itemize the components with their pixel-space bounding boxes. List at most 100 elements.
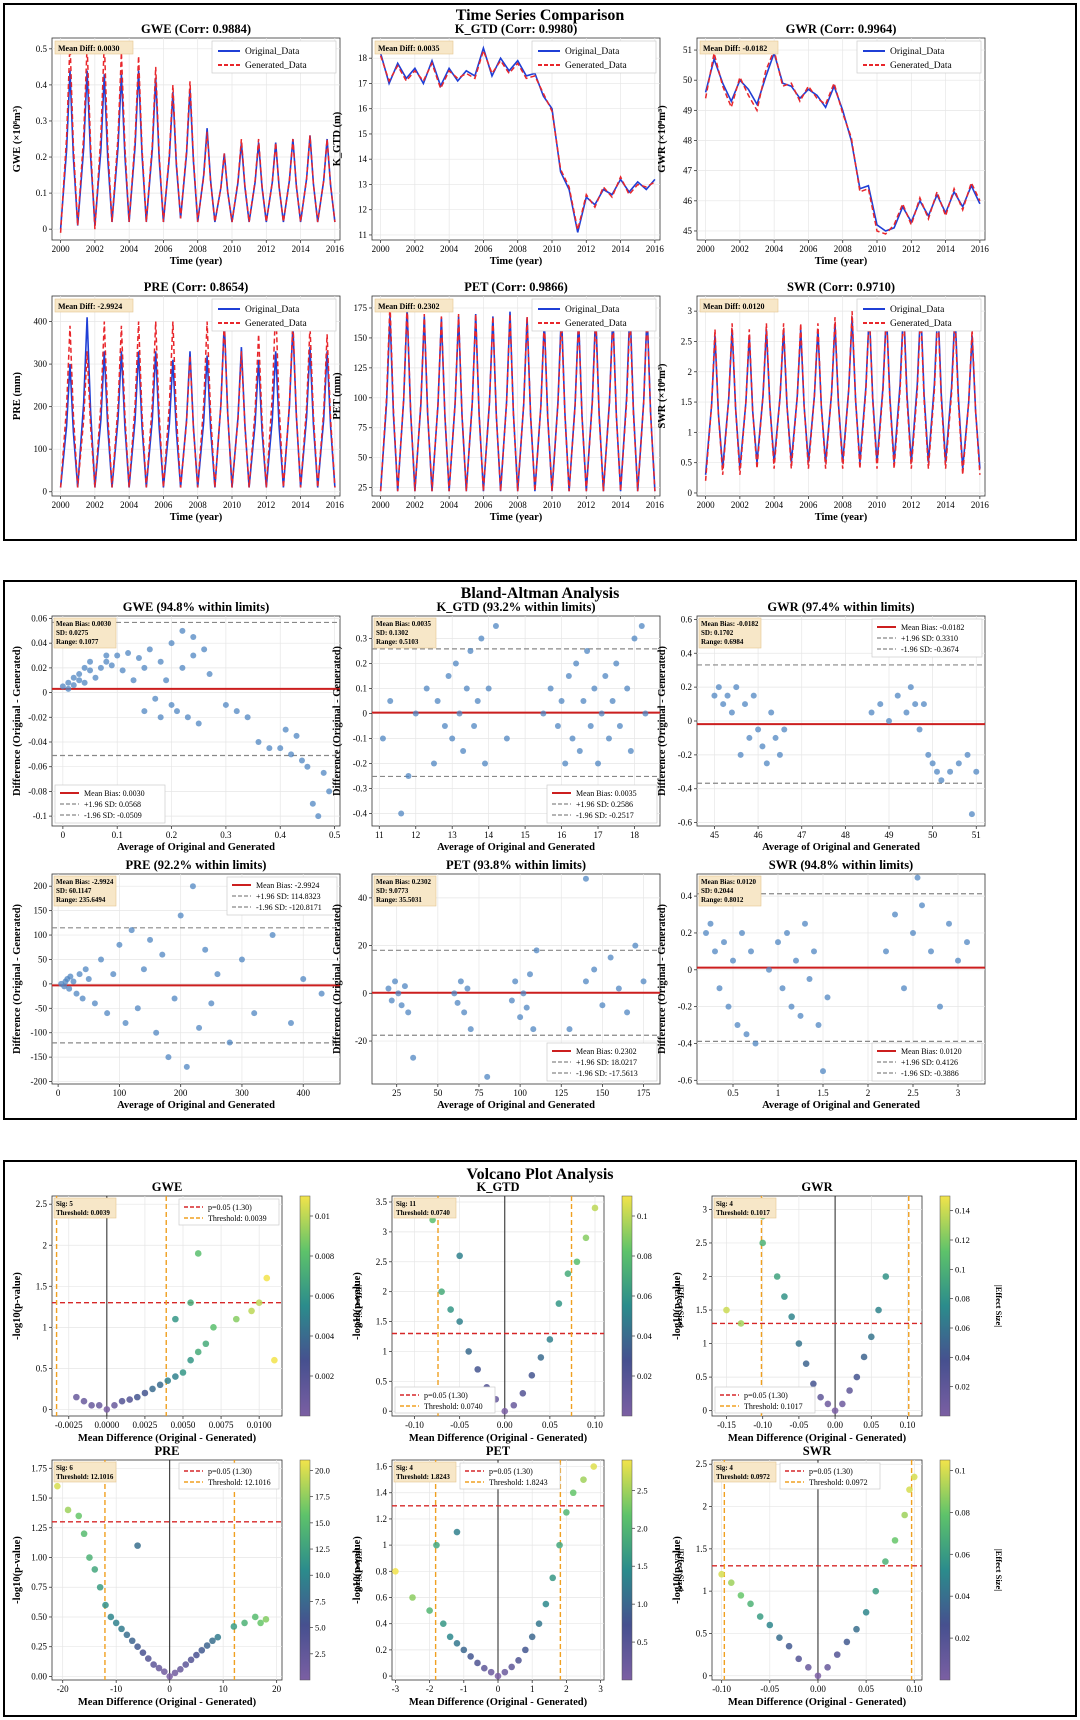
x-tick-label: 2008 bbox=[509, 244, 528, 254]
x-tick-label: -20 bbox=[57, 1684, 69, 1694]
data-point bbox=[196, 1024, 203, 1031]
data-point bbox=[613, 660, 620, 667]
data-point bbox=[464, 985, 471, 992]
data-point bbox=[824, 1400, 832, 1408]
annotation-text: Mean Diff: 0.0030 bbox=[58, 44, 120, 53]
colorbar-tick-label: 0.12 bbox=[955, 1235, 970, 1245]
data-point bbox=[802, 1360, 810, 1367]
data-point bbox=[598, 710, 605, 717]
x-tick-label: 0.10 bbox=[906, 1684, 922, 1694]
data-point bbox=[157, 714, 164, 721]
data-point bbox=[434, 698, 441, 704]
data-point bbox=[104, 1010, 111, 1017]
y-tick-label: -0.4 bbox=[353, 809, 368, 819]
chart-title: SWR (94.8% within limits) bbox=[769, 858, 913, 872]
data-point bbox=[573, 660, 580, 667]
y-tick-label: -0.08 bbox=[28, 786, 47, 796]
x-tick-label: 10 bbox=[219, 1684, 229, 1694]
data-point bbox=[81, 679, 88, 686]
y-tick-label: 18 bbox=[358, 53, 368, 63]
stats-text: Range: 0.5103 bbox=[376, 638, 419, 646]
data-point bbox=[766, 1621, 774, 1629]
data-point bbox=[269, 932, 276, 939]
data-point bbox=[88, 1402, 95, 1409]
y-tick-label: 20 bbox=[358, 941, 368, 951]
y-tick-label: 50 bbox=[38, 954, 48, 964]
plot-marks bbox=[392, 1460, 604, 1680]
plot-marks bbox=[52, 1460, 282, 1680]
data-point bbox=[846, 1387, 853, 1394]
x-tick-label: 2000 bbox=[52, 244, 71, 254]
plot-marks bbox=[52, 883, 340, 1070]
legend-label: -1.96 SD: -0.0509 bbox=[84, 811, 142, 820]
x-tick-label: 12 bbox=[411, 830, 420, 840]
colorbar: 0.002 0.004 0.006 0.008 0.01 |Effect Size| bbox=[299, 1195, 364, 1417]
data-point bbox=[522, 1646, 529, 1654]
y-tick-label: -0.4 bbox=[678, 784, 693, 794]
x-tick-label: 2016 bbox=[646, 500, 665, 510]
x-tick-label: 0.0075 bbox=[209, 1420, 234, 1430]
threshold-text: Threshold: 1.8243 bbox=[396, 1473, 450, 1481]
data-point bbox=[251, 1613, 259, 1621]
data-point bbox=[781, 726, 788, 733]
legend-label: +1.96 SD: 114.8323 bbox=[256, 892, 321, 901]
data-point bbox=[98, 956, 105, 963]
series-line-Generated_Data bbox=[59, 304, 336, 488]
data-point bbox=[964, 939, 970, 946]
data-point bbox=[153, 1029, 160, 1036]
data-point bbox=[862, 1609, 870, 1616]
x-tick-label: 2004 bbox=[765, 244, 784, 254]
x-tick-label: 0.05 bbox=[542, 1420, 558, 1430]
y-tick-label: 1 bbox=[703, 1586, 708, 1596]
data-point bbox=[494, 1672, 502, 1680]
colorbar-tick-label: 0.04 bbox=[637, 1331, 653, 1341]
data-point bbox=[482, 760, 489, 767]
stats-text: Mean Bias: -2.9924 bbox=[56, 878, 114, 886]
data-point bbox=[326, 788, 333, 795]
data-point bbox=[750, 692, 757, 699]
data-point bbox=[723, 1306, 730, 1314]
mean-diff-annotation: Mean Diff: -0.0182 bbox=[699, 40, 779, 55]
x-tick-label: 17 bbox=[594, 830, 604, 840]
data-point bbox=[119, 667, 126, 674]
data-point bbox=[797, 1012, 804, 1019]
data-point bbox=[540, 710, 547, 717]
y-tick-label: 0.06 bbox=[31, 613, 47, 623]
x-tick-label: 2014 bbox=[292, 244, 311, 254]
data-point bbox=[168, 701, 175, 708]
stats-box bbox=[373, 875, 437, 907]
data-point bbox=[964, 751, 971, 758]
colorbar-tick-label: 0.1 bbox=[955, 1264, 966, 1274]
data-point bbox=[558, 698, 565, 704]
plot-marks bbox=[52, 1196, 282, 1416]
data-point bbox=[793, 957, 799, 964]
data-point bbox=[523, 1004, 530, 1011]
data-point bbox=[460, 1646, 468, 1654]
legend-label: +1.96 SD: 0.2586 bbox=[576, 800, 633, 809]
section-title-time-series: Time Series Comparison bbox=[455, 7, 625, 24]
data-point bbox=[257, 1619, 264, 1627]
data-point bbox=[463, 685, 470, 692]
data-point bbox=[727, 1579, 735, 1586]
y-tick-label: 14 bbox=[358, 154, 368, 164]
chart-title: PET (Corr: 0.9866) bbox=[464, 280, 568, 294]
data-point bbox=[70, 674, 77, 681]
colorbar-tick-label: 0.06 bbox=[637, 1291, 652, 1301]
x-tick-label: 2008 bbox=[189, 244, 208, 254]
data-point bbox=[733, 684, 740, 691]
y-tick-label: -0.4 bbox=[678, 1038, 693, 1048]
data-point bbox=[173, 708, 180, 715]
y-tick-label: 2.5 bbox=[36, 1199, 48, 1209]
data-point bbox=[882, 1558, 889, 1565]
stats-text: SD: 0.1702 bbox=[701, 629, 734, 637]
data-point bbox=[456, 1318, 463, 1325]
data-point bbox=[474, 698, 481, 704]
x-tick-label: 2016 bbox=[326, 244, 345, 254]
data-point bbox=[528, 1633, 536, 1641]
x-axis-label: Mean Difference (Original - Generated) bbox=[78, 1433, 257, 1444]
data-point bbox=[103, 1406, 111, 1413]
data-point bbox=[103, 652, 110, 659]
legend-label-generated: Generated_Data bbox=[890, 319, 952, 329]
